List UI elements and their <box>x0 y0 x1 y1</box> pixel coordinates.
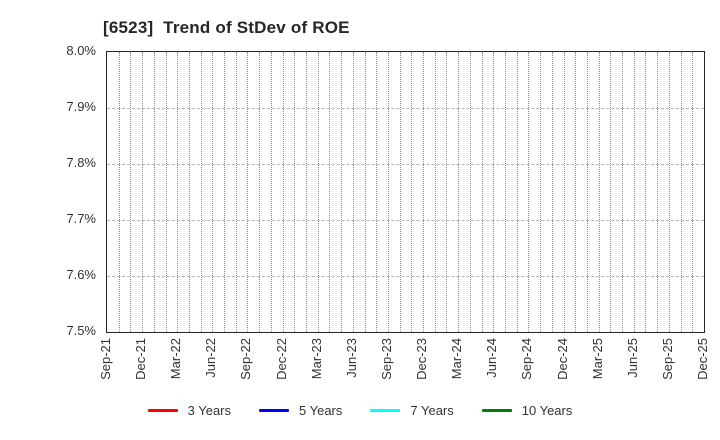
legend-line-swatch <box>481 409 512 412</box>
vertical-gridline <box>423 52 425 332</box>
x-tick-label: Sep-23 <box>378 338 394 380</box>
x-tick-label: Dec-23 <box>414 338 430 380</box>
vertical-gridline <box>411 52 413 332</box>
vertical-gridline <box>657 52 659 332</box>
vertical-gridline <box>481 52 483 332</box>
vertical-gridline <box>645 52 647 332</box>
vertical-gridline <box>633 52 635 332</box>
horizontal-gridline <box>107 164 704 165</box>
vertical-gridline <box>177 52 179 332</box>
x-tick-label: Jun-23 <box>343 338 359 378</box>
vertical-gridline <box>317 52 319 332</box>
vertical-gridline <box>352 52 354 332</box>
x-tick-label: Jun-22 <box>203 338 219 378</box>
y-tick-label: 8.0% <box>66 43 96 58</box>
vertical-gridline <box>364 52 366 332</box>
vertical-gridline <box>270 52 272 332</box>
x-tick-label: Dec-24 <box>554 338 570 380</box>
vertical-gridline <box>259 52 261 332</box>
vertical-gridline <box>142 52 144 332</box>
x-tick-label: Jun-25 <box>624 338 640 378</box>
vertical-gridline <box>598 52 600 332</box>
vertical-gridline <box>306 52 307 332</box>
x-tick-label: Sep-25 <box>659 338 675 380</box>
vertical-gridline <box>692 52 694 332</box>
vertical-gridline <box>563 52 565 332</box>
x-tick-label: Dec-22 <box>273 338 289 380</box>
vertical-gridline <box>294 52 296 332</box>
vertical-gridline <box>153 52 155 332</box>
legend-line-swatch <box>370 409 401 412</box>
legend-item: 10 Years <box>481 403 573 418</box>
legend-line-swatch <box>259 409 289 412</box>
vertical-gridline <box>118 52 120 332</box>
vertical-gridline <box>188 52 190 332</box>
vertical-gridline <box>341 52 343 332</box>
legend-label: 7 Years <box>410 403 454 418</box>
vertical-gridline <box>680 52 682 332</box>
vertical-gridline <box>247 52 249 332</box>
vertical-gridline <box>668 52 670 332</box>
horizontal-gridline <box>107 220 704 221</box>
x-tick-label: Mar-23 <box>308 338 324 380</box>
vertical-gridline <box>329 52 331 332</box>
vertical-gridline <box>575 52 577 332</box>
x-tick-label: Sep-24 <box>519 338 535 380</box>
x-tick-label: Jun-24 <box>484 338 500 378</box>
vertical-gridline <box>224 52 226 332</box>
y-tick-label: 7.8% <box>66 155 96 170</box>
vertical-gridline <box>505 52 506 332</box>
vertical-gridline <box>212 52 214 332</box>
y-tick-label: 7.5% <box>66 323 96 338</box>
vertical-gridline <box>551 52 553 332</box>
legend: 3 Years 5 Years 7 Years 10 Years <box>0 403 720 418</box>
vertical-gridline <box>528 52 530 332</box>
plot-area <box>106 51 705 333</box>
legend-item: 7 Years <box>370 403 454 418</box>
legend-label: 3 Years <box>187 403 231 418</box>
vertical-gridline <box>387 52 389 332</box>
x-tick-label: Dec-25 <box>695 338 710 380</box>
vertical-gridline <box>493 52 495 332</box>
vertical-gridline <box>516 52 518 332</box>
vertical-gridline <box>434 52 436 332</box>
x-tick-label: Mar-25 <box>589 338 605 380</box>
vertical-gridline <box>610 52 612 332</box>
vertical-gridline <box>469 52 471 332</box>
x-tick-label: Sep-22 <box>238 338 254 380</box>
vertical-gridline <box>586 52 588 332</box>
legend-item: 5 Years <box>259 403 342 418</box>
vertical-gridline <box>446 52 448 332</box>
vertical-gridline <box>458 52 460 332</box>
legend-label: 10 Years <box>521 403 573 418</box>
vertical-gridline <box>130 52 132 332</box>
x-tick-label: Sep-21 <box>98 338 113 380</box>
y-tick-label: 7.9% <box>66 99 96 114</box>
vertical-gridline <box>282 52 284 332</box>
vertical-gridline <box>200 52 202 332</box>
legend-line-swatch <box>147 409 178 412</box>
horizontal-gridline <box>107 108 704 109</box>
vertical-gridline <box>622 52 624 332</box>
x-tick-label: Dec-21 <box>133 338 149 380</box>
legend-item: 3 Years <box>147 403 231 418</box>
y-tick-label: 7.7% <box>66 211 96 226</box>
legend-label: 5 Years <box>299 403 343 418</box>
x-tick-label: Mar-22 <box>168 338 184 380</box>
x-tick-label: Mar-24 <box>449 338 465 380</box>
vertical-gridline <box>540 52 542 332</box>
vertical-gridline <box>399 52 401 332</box>
y-tick-label: 7.6% <box>66 267 96 282</box>
chart-title: [6523] Trend of StDev of ROE <box>103 18 350 37</box>
vertical-gridline <box>165 52 167 332</box>
horizontal-gridline <box>107 276 704 277</box>
vertical-gridline <box>235 52 237 332</box>
vertical-gridline <box>376 52 378 332</box>
